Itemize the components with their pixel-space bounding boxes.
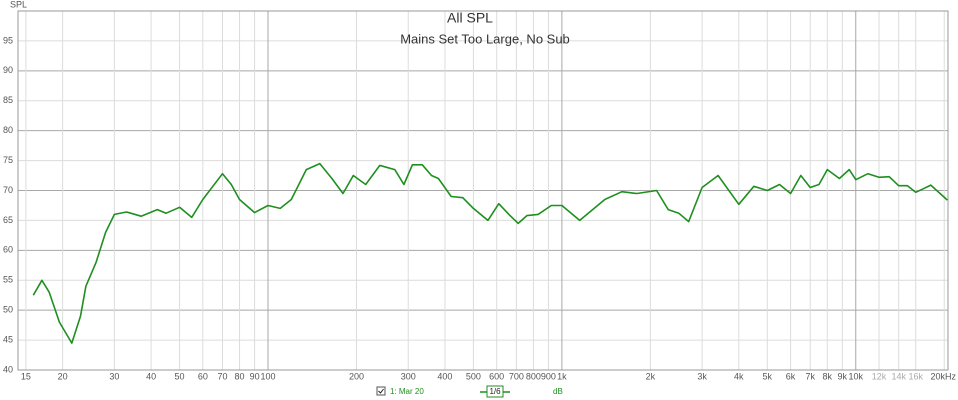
x-tick-label: 12k	[872, 371, 887, 381]
x-tick-label: 15	[21, 371, 31, 381]
x-tick-label: 8k	[823, 371, 833, 381]
legend-label: 1: Mar 20	[390, 387, 424, 396]
x-tick-label: 100	[261, 371, 276, 381]
x-tick-label: 30	[109, 371, 119, 381]
x-tick-label: 800	[526, 371, 541, 381]
x-tick-label: 20	[58, 371, 68, 381]
y-tick-label: 95	[3, 35, 13, 45]
x-tick-label: 500	[466, 371, 481, 381]
y-axis-label: SPL	[10, 0, 27, 9]
y-tick-label: 90	[3, 65, 13, 75]
x-tick-label: 60	[198, 371, 208, 381]
y-tick-label: 40	[3, 364, 13, 374]
chart-title: All SPL	[447, 10, 493, 26]
legend-checkbox[interactable]	[376, 386, 386, 396]
y-tick-label: 70	[3, 185, 13, 195]
x-tick-label: 3k	[697, 371, 707, 381]
y-tick-label: 50	[3, 305, 13, 315]
x-tick-label: 14k	[891, 371, 906, 381]
y-tick-label: 60	[3, 245, 13, 255]
x-tick-label: 10k	[849, 371, 864, 381]
grid	[18, 11, 948, 371]
y-tick-label: 65	[3, 215, 13, 225]
smoothing-label: 1/6	[489, 387, 501, 396]
y-tick-label: 45	[3, 334, 13, 344]
units-label: dB	[553, 387, 563, 396]
x-tick-label: 9k	[838, 371, 848, 381]
x-tick-label: 1k	[557, 371, 567, 381]
y-tick-label: 75	[3, 155, 13, 165]
x-tick-label: 40	[146, 371, 156, 381]
checkmark	[378, 388, 384, 394]
legend: 1: Mar 20 1/6 dB	[376, 385, 563, 398]
smoothing-box[interactable]	[486, 385, 504, 398]
x-tick-label: 6k	[786, 371, 796, 381]
x-tick-label: 200	[349, 371, 364, 381]
y-tick-label: 85	[3, 95, 13, 105]
x-tick-label: 400	[437, 371, 452, 381]
chart-subtitle: Mains Set Too Large, No Sub	[400, 31, 570, 46]
x-tick-label: 20kHz	[930, 371, 956, 381]
x-tick-label: 50	[175, 371, 185, 381]
x-tick-label: 2k	[646, 371, 656, 381]
plot-frame	[17, 10, 949, 371]
x-tick-label: 80	[235, 371, 245, 381]
x-tick-label: 900	[541, 371, 556, 381]
y-tick-label: 55	[3, 275, 13, 285]
series-line	[32, 162, 948, 344]
x-tick-label: 300	[401, 371, 416, 381]
x-tick-label: 5k	[763, 371, 773, 381]
x-tick-label: 7k	[805, 371, 815, 381]
x-tick-label: 700	[509, 371, 524, 381]
x-tick-label: 70	[217, 371, 227, 381]
x-tick-label: 4k	[734, 371, 744, 381]
y-tick-label: 80	[3, 125, 13, 135]
x-tick-label: 90	[250, 371, 260, 381]
x-tick-label: 600	[489, 371, 504, 381]
x-tick-label: 16k	[908, 371, 923, 381]
